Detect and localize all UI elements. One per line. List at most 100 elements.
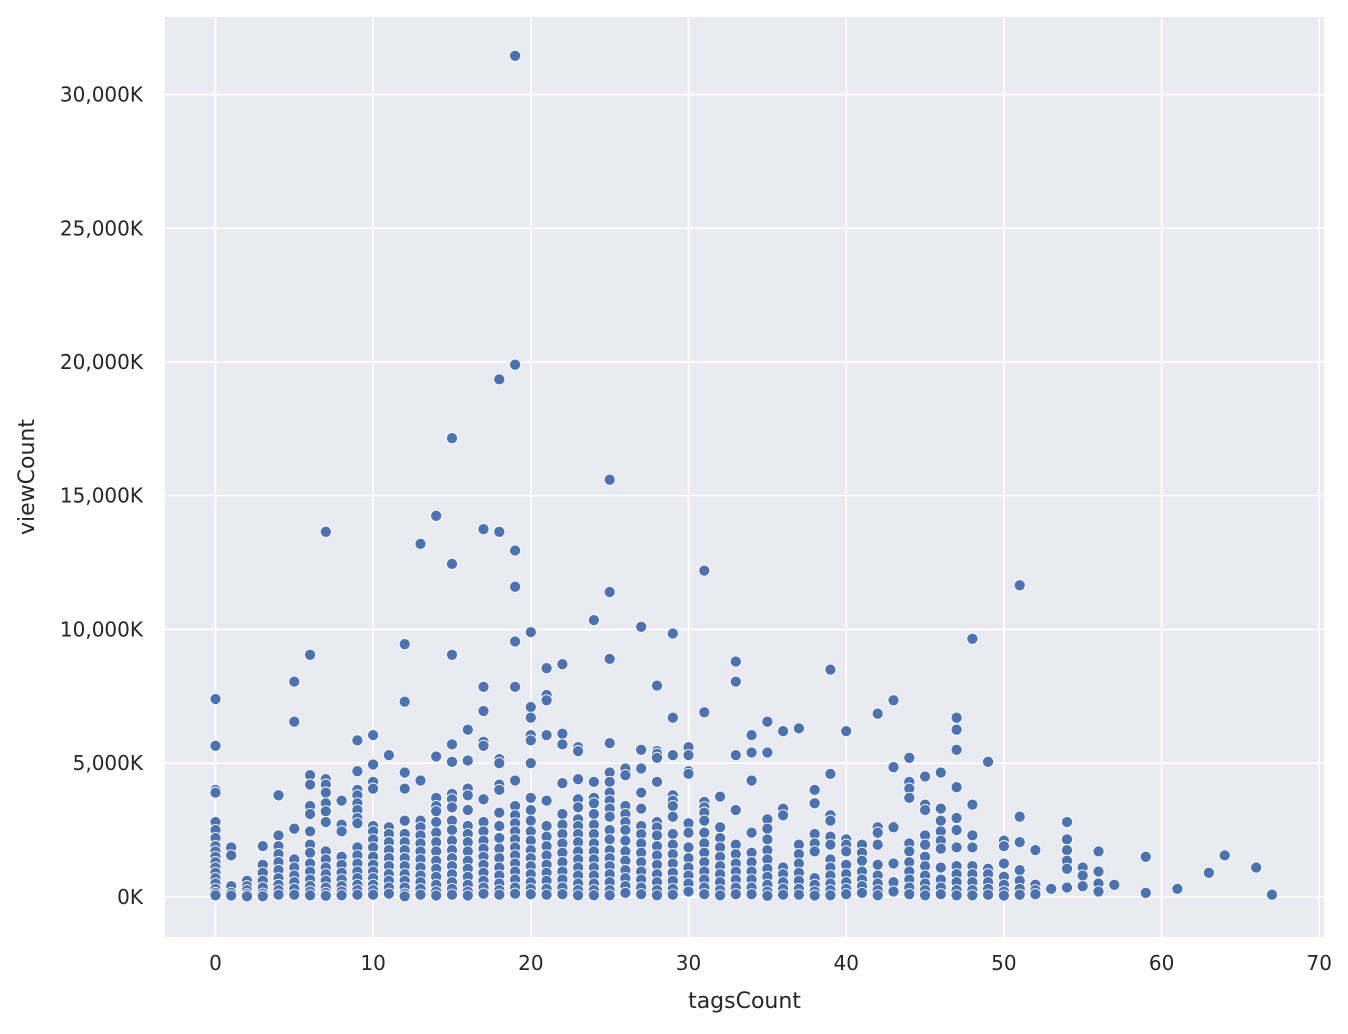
data-point [966, 889, 979, 902]
data-point [367, 758, 380, 771]
data-point [493, 806, 506, 819]
data-point [351, 734, 364, 747]
data-point [398, 695, 411, 708]
data-point [919, 838, 932, 851]
data-point [509, 774, 522, 787]
data-point [540, 729, 553, 742]
data-point [871, 707, 884, 720]
data-point [509, 680, 522, 693]
data-point [225, 849, 238, 862]
data-point [209, 786, 222, 799]
data-point [871, 826, 884, 839]
data-point [934, 814, 947, 827]
data-point [524, 888, 537, 901]
data-point [729, 803, 742, 817]
data-point [288, 675, 301, 688]
data-point [840, 845, 853, 858]
data-point [635, 786, 648, 799]
data-point [650, 829, 664, 842]
data-point [729, 675, 742, 688]
data-point [398, 638, 411, 651]
data-point [966, 829, 979, 842]
x-axis-ticks: 0 10 20 30 40 50 60 70 [209, 951, 1332, 975]
data-point [603, 473, 616, 486]
data-point [808, 797, 821, 810]
data-point [603, 652, 616, 665]
data-point [887, 694, 900, 707]
data-point [666, 627, 679, 640]
data-point [1202, 866, 1215, 879]
x-tick-label: 0 [209, 951, 222, 975]
x-tick-label: 10 [360, 951, 385, 975]
data-point [509, 635, 522, 648]
data-point [524, 814, 537, 827]
data-point [761, 746, 774, 759]
data-point [1013, 864, 1026, 877]
data-point [950, 743, 963, 756]
data-point [319, 525, 332, 538]
data-point [587, 614, 600, 627]
data-point [319, 786, 332, 799]
data-point [524, 734, 537, 747]
data-point [430, 815, 443, 829]
data-point [556, 888, 569, 901]
data-point [272, 888, 285, 901]
data-point [445, 432, 459, 445]
plot-area [165, 17, 1324, 937]
y-axis-ticks: 0K 5,000K 10,000K 15,000K 20,000K 25,000K 30,0… [60, 83, 144, 909]
data-point [997, 889, 1010, 902]
y-tick-label: 15,000K [60, 484, 144, 508]
data-point [777, 888, 790, 901]
data-point [493, 819, 506, 833]
data-point [461, 723, 474, 736]
data-point [304, 807, 317, 821]
data-point [445, 801, 459, 814]
data-point [698, 888, 711, 901]
data-point [587, 775, 600, 788]
data-point [382, 887, 395, 900]
x-tick-label: 40 [833, 951, 858, 975]
data-point [635, 620, 648, 633]
data-point [319, 805, 332, 818]
data-point [288, 822, 301, 835]
data-point [572, 801, 585, 814]
data-point [414, 774, 427, 787]
data-point [414, 888, 427, 901]
data-point [319, 889, 332, 902]
data-point [556, 727, 569, 740]
data-point [808, 889, 821, 902]
data-point [540, 819, 553, 833]
data-point [288, 888, 301, 901]
x-tick-label: 50 [991, 951, 1016, 975]
data-point [445, 648, 459, 661]
data-point [509, 580, 522, 593]
data-point [982, 755, 995, 768]
data-point [808, 845, 821, 858]
data-point [445, 823, 459, 837]
data-point [603, 775, 616, 788]
data-point [524, 711, 537, 724]
data-point [1265, 888, 1279, 901]
data-point [1060, 881, 1074, 894]
data-point [871, 889, 884, 902]
data-point [666, 711, 679, 724]
data-point [934, 861, 947, 874]
data-point [650, 679, 664, 692]
data-point [430, 889, 443, 902]
data-point [729, 655, 742, 668]
data-point [461, 889, 474, 902]
data-point [745, 729, 758, 742]
data-point [682, 841, 695, 854]
data-point [919, 889, 932, 902]
data-point [477, 523, 490, 536]
data-point [225, 889, 238, 902]
data-point [524, 700, 537, 714]
data-point [603, 737, 616, 750]
data-point [934, 766, 947, 779]
data-point [1076, 869, 1089, 882]
data-point [635, 802, 648, 815]
data-point [382, 749, 395, 762]
data-point [1092, 845, 1105, 858]
data-point [855, 854, 869, 867]
data-point [587, 807, 600, 821]
